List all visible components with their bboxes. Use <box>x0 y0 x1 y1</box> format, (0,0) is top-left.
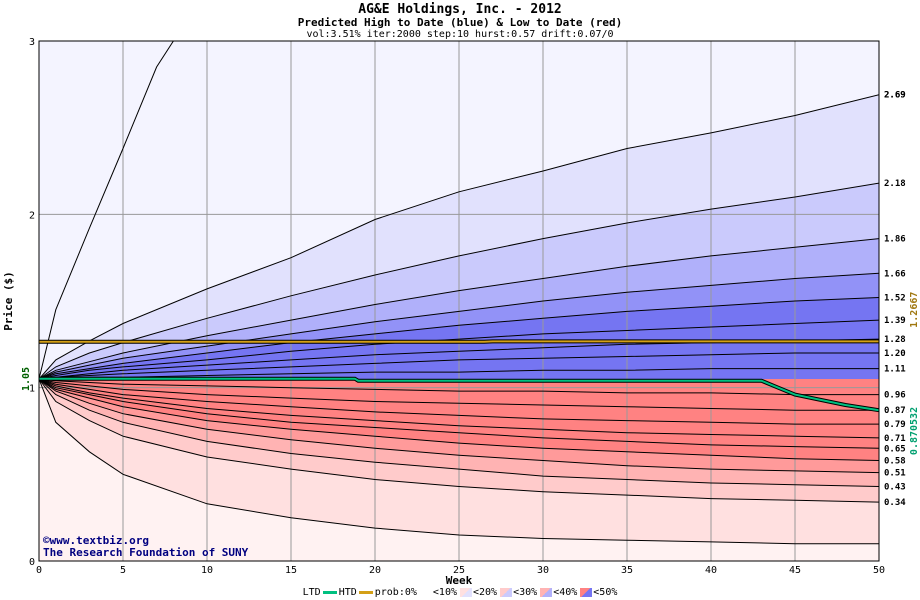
chart-title: AG&E Holdings, Inc. - 2012 <box>358 2 562 17</box>
curve-end-label: 1.11 <box>884 365 906 375</box>
curve-end-label: 2.69 <box>884 91 906 101</box>
legend-bin-20: <20% <box>473 587 498 598</box>
curve-end-label: 0.58 <box>884 456 906 466</box>
curve-end-label: 0.34 <box>884 498 906 508</box>
curve-end-label: 0.79 <box>884 420 906 430</box>
x-tick-label: 20 <box>369 565 381 576</box>
curve-end-label: 1.39 <box>884 316 906 326</box>
curve-end-label: 2.69 <box>884 91 906 101</box>
chart-params: vol:3.51% iter:2000 step:10 hurst:0.57 d… <box>306 29 614 40</box>
legend-bin-swatch <box>500 587 513 597</box>
curve-end-label: 0.51 <box>884 469 906 479</box>
percentile-curve <box>39 297 879 380</box>
curve-end-label: 0.65 <box>884 444 906 454</box>
curve-end-label: 1.66 <box>884 269 906 279</box>
curve-end-label: 1.20 <box>884 349 906 359</box>
x-tick-label: 40 <box>705 565 717 576</box>
plot-border <box>38 40 880 562</box>
curve-end-label: 1.52 <box>884 294 906 304</box>
legend-bin-30: <30% <box>513 587 538 598</box>
legend-bin-10: <10% <box>432 587 457 598</box>
legend-ltd-label: LTD <box>302 587 321 598</box>
curve-end-label: 0.71 <box>884 434 906 444</box>
percentile-curve <box>39 378 879 487</box>
percentile-curve <box>39 319 879 380</box>
percentile-curve <box>39 378 879 461</box>
legend-bin-swatch <box>580 587 593 597</box>
percentile-curve <box>39 378 879 411</box>
x-axis-label: Week <box>446 574 473 587</box>
x-tick-label: 5 <box>120 565 126 576</box>
percentile-curve <box>39 378 879 439</box>
watermark-org: The Research Foundation of SUNY <box>43 546 249 559</box>
y-axis-label: Price ($) <box>2 271 15 331</box>
curve-end-label: 1.28 <box>884 335 906 345</box>
x-tick-label: 10 <box>201 565 213 576</box>
percentile-curve <box>39 238 879 380</box>
percentile-curve <box>39 378 879 449</box>
x-tick-label: 45 <box>789 565 801 576</box>
legend-prob-label: prob:0% <box>374 587 417 598</box>
ltd-line <box>39 377 880 412</box>
legend-htd-swatch <box>358 590 373 594</box>
curve-end-label: 0.96 <box>884 391 906 401</box>
legend-bin-swatch <box>460 587 472 597</box>
chart-subtitle: Predicted High to Date (blue) & Low to D… <box>297 16 623 29</box>
curve-end-label: 1.86 <box>884 235 906 245</box>
x-tick-label: 25 <box>453 565 465 576</box>
percentile-curve <box>39 41 174 380</box>
percentile-curve <box>39 378 879 425</box>
legend-ltd-swatch <box>322 590 337 594</box>
legend-bin-swatch <box>540 587 553 597</box>
legend-bin-50: <50% <box>593 587 618 598</box>
curve-end-label: 0.87 <box>884 406 906 416</box>
htd-end-price-label: 1.2667 <box>909 292 920 328</box>
legend-bin-40: <40% <box>553 587 578 598</box>
percentile-curve <box>39 378 879 545</box>
percentile-curve <box>39 378 879 503</box>
percentile-curve <box>39 182 879 380</box>
legend-bin-swatch <box>419 587 432 597</box>
curve-end-label: 2.18 <box>884 179 906 189</box>
percentile-curve <box>39 272 879 380</box>
y-tick-label: 3 <box>29 37 35 48</box>
watermark-url: ©www.textbiz.org <box>43 534 149 547</box>
curve-end-label: 0.43 <box>884 482 906 492</box>
percentile-curve <box>39 378 879 396</box>
percentile-curve <box>39 352 879 380</box>
y-tick-label: 2 <box>29 210 35 221</box>
ltd-end-price-label: 0.870532 <box>909 407 920 455</box>
x-tick-label: 15 <box>285 565 297 576</box>
legend: LTD HTD prob:0% <10% <20% <30% <40% <50% <box>0 587 920 599</box>
x-tick-label: 50 <box>873 565 885 576</box>
x-tick-label: 30 <box>537 565 549 576</box>
percentile-curve <box>39 378 879 474</box>
y-tick-label: 0 <box>29 557 35 568</box>
start-price-label: 1.05 <box>21 367 32 391</box>
chart-titles: AG&E Holdings, Inc. - 2012 Predicted Hig… <box>0 2 920 41</box>
legend-htd-label: HTD <box>338 587 357 598</box>
x-tick-label: 0 <box>36 565 42 576</box>
x-tick-label: 35 <box>621 565 633 576</box>
y-tick-label: 1 <box>29 384 35 395</box>
